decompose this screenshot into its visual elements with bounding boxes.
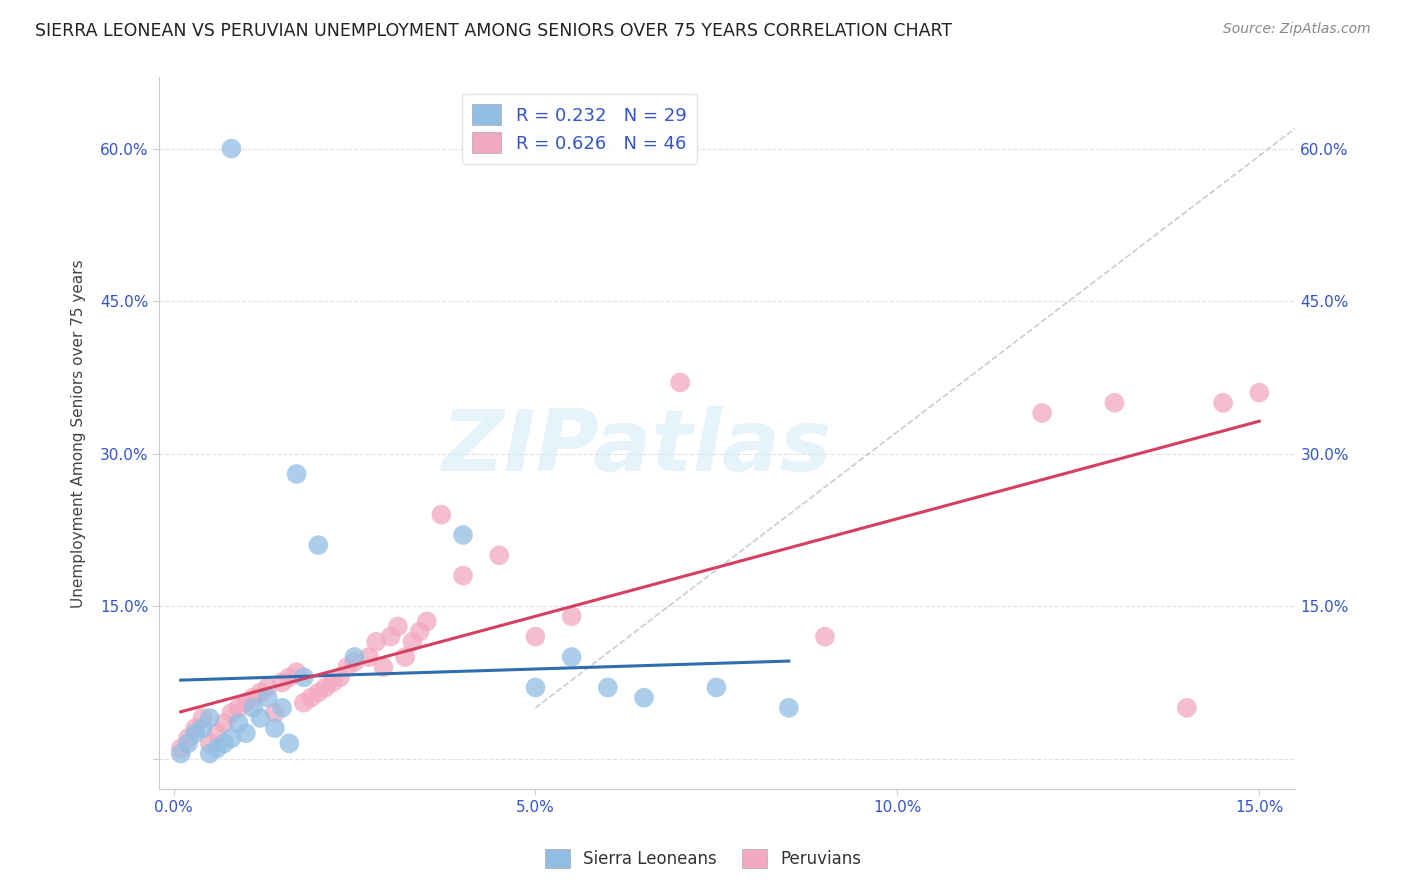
Point	[191, 711, 214, 725]
Legend: R = 0.232   N = 29, R = 0.626   N = 46: R = 0.232 N = 29, R = 0.626 N = 46	[461, 94, 697, 164]
Point	[278, 670, 301, 684]
Point	[170, 741, 193, 756]
Point	[561, 650, 583, 665]
Point	[1104, 396, 1126, 410]
Point	[814, 630, 837, 644]
Point	[292, 670, 315, 684]
Point	[1212, 396, 1234, 410]
Point	[307, 685, 329, 699]
Point	[205, 726, 228, 740]
Point	[285, 467, 308, 481]
Point	[315, 681, 337, 695]
Point	[292, 696, 315, 710]
Point	[488, 549, 510, 563]
Point	[387, 619, 409, 633]
Point	[451, 568, 474, 582]
Point	[184, 726, 207, 740]
Point	[357, 650, 380, 665]
Point	[256, 681, 278, 695]
Point	[451, 528, 474, 542]
Point	[198, 747, 221, 761]
Point	[221, 706, 243, 720]
Point	[198, 711, 221, 725]
Point	[299, 690, 322, 705]
Point	[524, 630, 547, 644]
Point	[205, 741, 228, 756]
Point	[408, 624, 430, 639]
Point	[380, 630, 402, 644]
Point	[177, 731, 200, 746]
Point	[198, 736, 221, 750]
Point	[1175, 701, 1198, 715]
Point	[228, 701, 250, 715]
Point	[343, 650, 366, 665]
Point	[401, 634, 423, 648]
Point	[271, 675, 294, 690]
Point	[212, 716, 235, 731]
Point	[249, 685, 271, 699]
Point	[235, 726, 257, 740]
Text: ZIPatlas: ZIPatlas	[441, 406, 831, 489]
Point	[242, 701, 264, 715]
Point	[221, 142, 243, 156]
Point	[336, 660, 359, 674]
Point	[170, 747, 193, 761]
Text: SIERRA LEONEAN VS PERUVIAN UNEMPLOYMENT AMONG SENIORS OVER 75 YEARS CORRELATION : SIERRA LEONEAN VS PERUVIAN UNEMPLOYMENT …	[35, 22, 952, 40]
Point	[322, 675, 344, 690]
Point	[561, 609, 583, 624]
Point	[184, 721, 207, 735]
Point	[271, 701, 294, 715]
Point	[1249, 385, 1271, 400]
Point	[191, 721, 214, 735]
Point	[278, 736, 301, 750]
Point	[212, 736, 235, 750]
Point	[394, 650, 416, 665]
Point	[307, 538, 329, 552]
Point	[343, 655, 366, 669]
Y-axis label: Unemployment Among Seniors over 75 years: Unemployment Among Seniors over 75 years	[72, 259, 86, 607]
Point	[524, 681, 547, 695]
Point	[329, 670, 352, 684]
Point	[285, 665, 308, 680]
Point	[633, 690, 655, 705]
Point	[263, 706, 285, 720]
Point	[1031, 406, 1053, 420]
Point	[366, 634, 388, 648]
Point	[242, 690, 264, 705]
Point	[416, 615, 439, 629]
Point	[669, 376, 692, 390]
Point	[373, 660, 395, 674]
Point	[249, 711, 271, 725]
Point	[221, 731, 243, 746]
Point	[596, 681, 619, 695]
Point	[263, 721, 285, 735]
Point	[177, 736, 200, 750]
Point	[235, 696, 257, 710]
Point	[430, 508, 453, 522]
Text: Source: ZipAtlas.com: Source: ZipAtlas.com	[1223, 22, 1371, 37]
Legend: Sierra Leoneans, Peruvians: Sierra Leoneans, Peruvians	[538, 843, 868, 875]
Point	[256, 690, 278, 705]
Point	[706, 681, 728, 695]
Point	[228, 716, 250, 731]
Point	[778, 701, 800, 715]
